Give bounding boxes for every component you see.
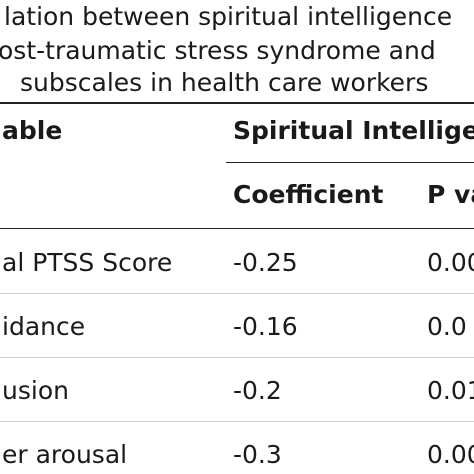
group-underline (226, 162, 474, 163)
caption-line-2: ost-traumatic stress syndrome and (0, 36, 436, 65)
header-spiritual-intelligence: Spiritual Intelligen (233, 116, 474, 145)
row-4-coefficient: -0.3 (233, 440, 282, 469)
row-4-p-value: 0.00 (427, 440, 474, 469)
header-bottom-rule (0, 228, 474, 229)
row-1-divider (0, 293, 474, 294)
header-variable: able (2, 116, 63, 145)
header-p-value: P va (427, 180, 474, 209)
row-2-p-value: 0.0 (427, 312, 467, 341)
row-1-variable: al PTSS Score (2, 248, 173, 277)
row-1-coefficient: -0.25 (233, 248, 298, 277)
header-coefficient: Coefficient (233, 180, 384, 209)
row-2-variable: idance (2, 312, 86, 341)
row-3-coefficient: -0.2 (233, 376, 282, 405)
row-3-variable: usion (2, 376, 69, 405)
row-3-divider (0, 421, 474, 422)
row-1-p-value: 0.00 (427, 248, 474, 277)
caption-line-3: subscales in health care workers (20, 68, 429, 97)
caption-line-1: lation between spiritual intelligence (4, 2, 453, 31)
row-3-p-value: 0.01 (427, 376, 474, 405)
table-top-rule (0, 102, 474, 104)
row-2-divider (0, 357, 474, 358)
row-2-coefficient: -0.16 (233, 312, 298, 341)
row-4-variable: er arousal (2, 440, 128, 469)
